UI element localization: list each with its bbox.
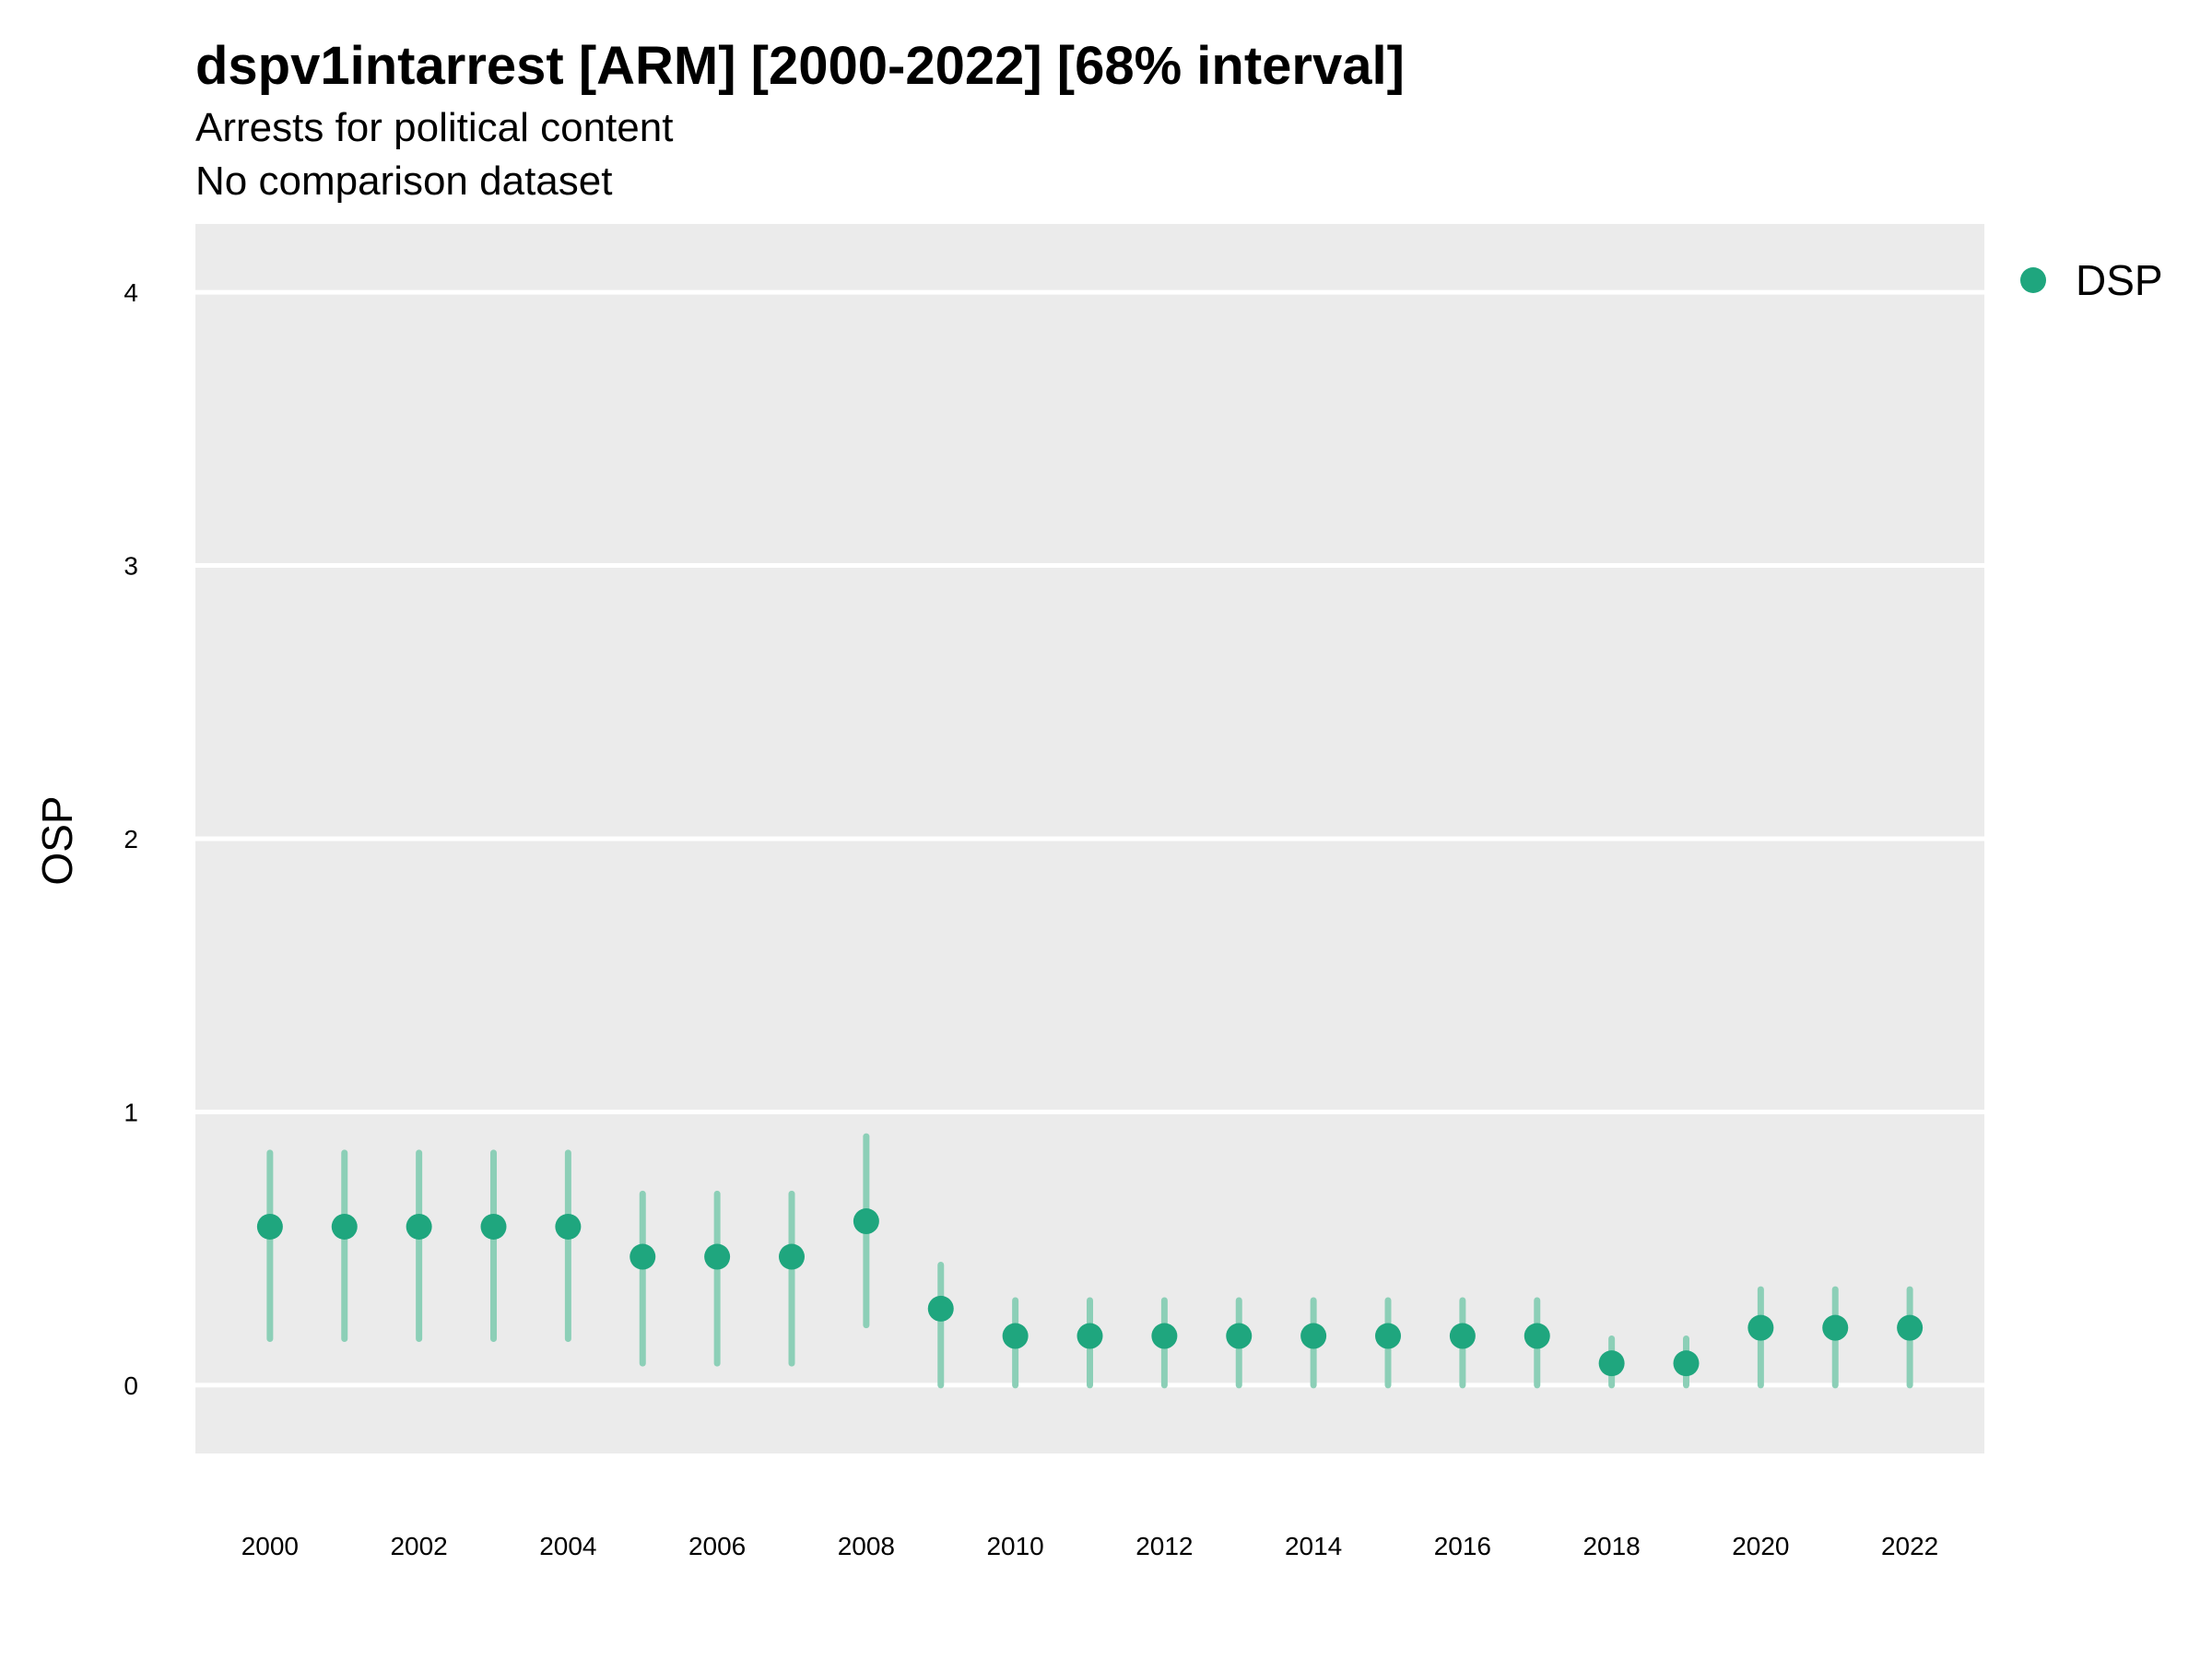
x-tick-label-2020: 2020 — [1732, 1532, 1789, 1560]
data-point-2005 — [629, 1243, 656, 1270]
y-tick-label-3: 3 — [124, 552, 138, 581]
y-tick-label-0: 0 — [124, 1371, 138, 1400]
data-point-2016 — [1449, 1323, 1476, 1349]
x-tick-label-2006: 2006 — [688, 1532, 746, 1560]
data-point-2012 — [1151, 1323, 1178, 1349]
data-point-2002 — [406, 1213, 432, 1240]
legend: DSP — [2020, 256, 2163, 304]
y-axis-ticks: 0 1 2 3 4 — [124, 278, 138, 1400]
x-tick-label-2014: 2014 — [1285, 1532, 1342, 1560]
legend-swatch-dsp — [2020, 267, 2046, 293]
chart-title: dspv1intarrest [ARM] [2000-2022] [68% in… — [195, 36, 1405, 96]
x-tick-label-2022: 2022 — [1881, 1532, 1938, 1560]
chart-caption: No comparison dataset — [195, 159, 613, 204]
legend-label-dsp: DSP — [2076, 256, 2163, 304]
chart-subtitle: Arrests for political content — [195, 105, 674, 150]
data-point-2007 — [779, 1243, 805, 1270]
data-point-2001 — [331, 1213, 358, 1240]
x-tick-label-2000: 2000 — [241, 1532, 299, 1560]
data-point-2021 — [1822, 1314, 1849, 1341]
data-point-2014 — [1300, 1323, 1327, 1349]
x-tick-label-2008: 2008 — [838, 1532, 895, 1560]
data-point-2008 — [853, 1208, 879, 1235]
data-point-2004 — [555, 1213, 582, 1240]
x-tick-label-2018: 2018 — [1583, 1532, 1640, 1560]
data-point-2013 — [1226, 1323, 1253, 1349]
x-tick-label-2004: 2004 — [539, 1532, 596, 1560]
x-tick-label-2012: 2012 — [1135, 1532, 1193, 1560]
data-point-2011 — [1077, 1323, 1103, 1349]
y-tick-label-1: 1 — [124, 1098, 138, 1126]
data-point-2009 — [927, 1295, 954, 1322]
data-point-2019 — [1673, 1350, 1700, 1377]
x-tick-label-2016: 2016 — [1434, 1532, 1491, 1560]
data-point-2017 — [1524, 1323, 1550, 1349]
y-tick-label-2: 2 — [124, 825, 138, 853]
data-point-2003 — [480, 1213, 507, 1240]
x-axis-ticks: 2000 2002 2004 2006 2008 2010 2012 2014 2016 2018… — [241, 1532, 1939, 1560]
x-tick-label-2010: 2010 — [986, 1532, 1043, 1560]
x-tick-label-2002: 2002 — [390, 1532, 447, 1560]
data-point-2015 — [1375, 1323, 1401, 1349]
y-tick-label-4: 4 — [124, 278, 138, 307]
y-axis-label: OSP — [33, 795, 81, 885]
data-point-2022 — [1897, 1314, 1924, 1341]
data-point-2018 — [1598, 1350, 1625, 1377]
data-point-2006 — [704, 1243, 731, 1270]
data-point-2010 — [1002, 1323, 1029, 1349]
data-points — [256, 1208, 1924, 1377]
data-point-2020 — [1747, 1314, 1774, 1341]
data-point-2000 — [256, 1213, 283, 1240]
